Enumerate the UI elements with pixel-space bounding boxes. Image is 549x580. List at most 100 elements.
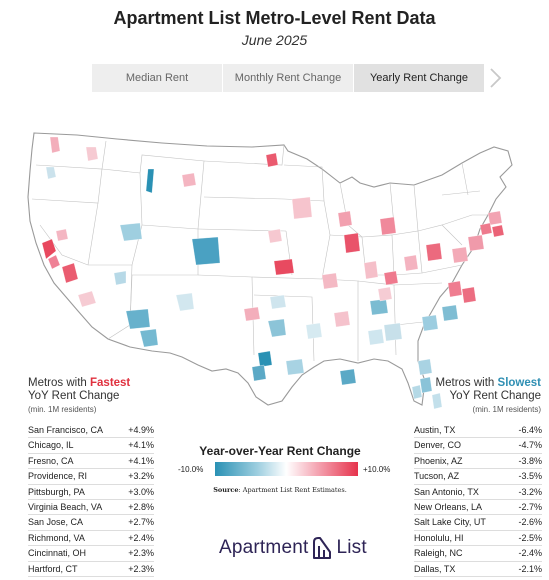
region-tucson xyxy=(139,328,159,348)
metro-name: San Jose, CA xyxy=(28,517,84,528)
metro-value: +2.7% xyxy=(128,517,154,528)
list-item: Honolulu, HI -2.5% xyxy=(414,531,542,547)
metro-value: +2.8% xyxy=(128,501,154,512)
us-metro-map xyxy=(27,132,513,410)
legend-color-scale xyxy=(215,462,358,476)
metro-name: Tucson, AZ xyxy=(414,471,460,482)
tab-yearly-rent-change[interactable]: Yearly Rent Change xyxy=(354,64,484,92)
region-virginia-beach xyxy=(461,286,477,304)
page-subtitle: June 2025 xyxy=(241,32,308,48)
metro-value: +2.3% xyxy=(128,548,154,559)
metro-value: -2.4% xyxy=(518,548,542,559)
region-little-rock xyxy=(305,322,323,340)
region-pittsburgh xyxy=(425,242,443,262)
region-tulsa xyxy=(269,294,287,310)
region-albuquerque xyxy=(175,292,195,312)
region-san-francisco xyxy=(41,238,57,260)
region-kansas-city xyxy=(273,258,295,276)
legend-min-label: -10.0% xyxy=(178,465,204,474)
tab-median-rent[interactable]: Median Rent xyxy=(92,64,222,92)
region-san-jose xyxy=(47,254,61,270)
chevron-right-icon[interactable] xyxy=(486,64,506,92)
metro-regions xyxy=(41,136,505,410)
metro-value: -3.2% xyxy=(518,486,542,497)
list-item: Fresno, CA +4.1% xyxy=(28,454,154,470)
list-item: Salt Lake City, UT -2.6% xyxy=(414,515,542,531)
metro-value: -3.8% xyxy=(518,455,542,466)
region-raleigh xyxy=(441,304,459,322)
list-item: Dallas, TX -2.1% xyxy=(414,562,542,577)
metro-value: +4.1% xyxy=(128,455,154,466)
brand-word-left: Apartment xyxy=(219,537,309,558)
region-dallas xyxy=(267,318,287,338)
metro-name: Denver, CO xyxy=(414,440,462,451)
list-item: New Orleans, LA -2.7% xyxy=(414,500,542,516)
region-jacksonville xyxy=(417,358,433,376)
region-fresno xyxy=(61,262,79,284)
region-memphis xyxy=(333,310,351,328)
source-label: Source xyxy=(213,486,239,494)
metro-name: Richmond, VA xyxy=(28,532,85,543)
metro-name: Virginia Beach, VA xyxy=(28,501,103,512)
region-new-york xyxy=(467,234,485,252)
region-tampa xyxy=(411,384,423,400)
region-philadelphia xyxy=(451,246,469,264)
metro-name: San Francisco, CA xyxy=(28,425,104,435)
list-item: Richmond, VA +2.4% xyxy=(28,531,154,547)
logo-mark-icon xyxy=(313,537,332,559)
tab-bar: Median Rent Monthly Rent Change Yearly R… xyxy=(92,64,485,92)
region-phoenix xyxy=(125,308,151,330)
source-text: : Apartment List Rent Estimates. xyxy=(238,486,347,494)
region-sacramento xyxy=(55,228,69,242)
fastest-header: Metros with Fastest YoY Rent Change (min… xyxy=(28,377,130,416)
metro-name: Hartford, CT xyxy=(28,563,78,574)
metro-name: Chicago, IL xyxy=(28,440,74,451)
list-item: Phoenix, AZ -3.8% xyxy=(414,454,542,470)
metro-name: San Antonio, TX xyxy=(414,486,479,497)
slowest-highlight: Slowest xyxy=(497,377,541,389)
page-title: Apartment List Metro-Level Rent Data xyxy=(113,8,436,28)
region-fargo xyxy=(265,152,279,168)
region-houston xyxy=(285,358,305,376)
region-atlanta xyxy=(383,322,403,342)
region-omaha xyxy=(267,228,283,244)
list-item: Hartford, CT +2.3% xyxy=(28,562,154,577)
region-nashville xyxy=(369,298,389,316)
list-item: Raleigh, NC -2.4% xyxy=(414,546,542,562)
metro-name: Dallas, TX xyxy=(414,563,456,574)
metro-name: Fresno, CA xyxy=(28,455,74,466)
region-las-vegas xyxy=(113,270,127,286)
region-seattle xyxy=(49,136,61,154)
slowest-list: Austin, TX -6.4% Denver, CO -4.7% Phoenix,… xyxy=(414,423,542,577)
list-item: Tucson, AZ -3.5% xyxy=(414,469,542,485)
region-st-louis xyxy=(321,272,339,290)
metro-value: -2.6% xyxy=(518,517,542,528)
region-chicago xyxy=(343,232,361,254)
metro-value: +2.4% xyxy=(128,532,154,543)
source-note: Source: Apartment List Rent Estimates. xyxy=(160,486,400,494)
region-orlando xyxy=(419,376,433,394)
list-item: Denver, CO -4.7% xyxy=(414,438,542,454)
list-item: Pittsburgh, PA +3.0% xyxy=(28,485,154,500)
region-richmond xyxy=(447,280,463,298)
tab-monthly-rent-change[interactable]: Monthly Rent Change xyxy=(223,64,353,92)
region-birmingham xyxy=(367,328,385,346)
region-spokane xyxy=(85,146,99,162)
region-cincinnati xyxy=(383,270,399,286)
slowest-prefix: Metros with xyxy=(435,377,498,389)
metro-value: -3.5% xyxy=(518,471,542,482)
region-hartford xyxy=(479,222,493,236)
metro-value: -2.7% xyxy=(518,501,542,512)
brand-word-right: List xyxy=(336,537,367,558)
metro-value: +3.0% xyxy=(128,486,154,497)
region-columbus xyxy=(403,254,419,272)
region-milwaukee xyxy=(337,210,353,228)
list-item: San Francisco, CA +4.9% xyxy=(28,423,154,439)
metro-name: Providence, RI xyxy=(28,471,88,482)
metro-name: Salt Lake City, UT xyxy=(414,517,486,528)
region-providence xyxy=(491,224,505,238)
region-charlotte xyxy=(421,314,439,332)
metro-value: -2.5% xyxy=(518,532,542,543)
list-item: Virginia Beach, VA +2.8% xyxy=(28,500,154,516)
region-los-angeles xyxy=(77,290,97,308)
